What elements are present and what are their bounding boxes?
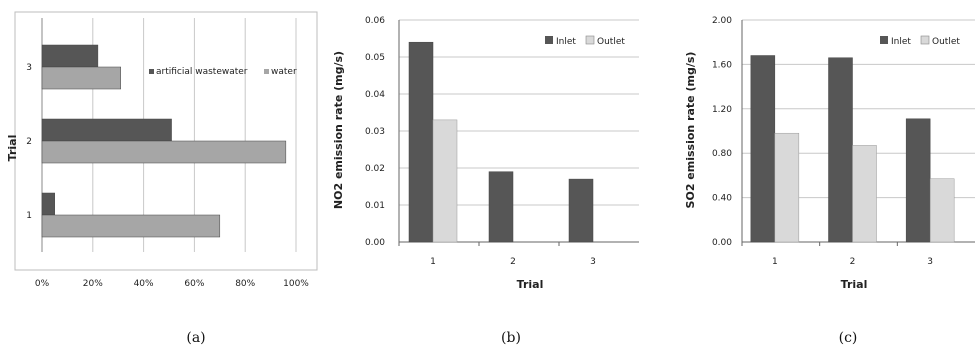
chart-c-x-tick-label: 3 [927, 257, 933, 267]
chart-c-y-tick-label: 2.00 [712, 16, 732, 26]
chart-a-bar [41, 214, 221, 238]
chart-b-y-ticks: 0.00 0.01 0.02 0.03 0.04 0.05 0.06 [365, 16, 385, 248]
chart-a-y-ticks: 1 2 3 [26, 63, 32, 221]
chart-c-bar [905, 118, 931, 243]
chart-b-x-ticks: 1 2 3 [430, 257, 596, 267]
chart-a-legend: artificial wastewater water [149, 67, 297, 77]
chart-c-x-tick-label: 1 [772, 257, 778, 267]
chart-b-bar [568, 178, 594, 243]
chart-b-bar [432, 119, 458, 243]
chart-c-y-tick-label: 0.80 [712, 149, 732, 159]
chart-a-bars [41, 44, 287, 238]
chart-a-caption: (a) [186, 330, 205, 346]
chart-a-x-tick-label: 60% [184, 279, 204, 289]
chart-c-bar [750, 55, 776, 243]
chart-a-legend-swatch-wastewater [149, 69, 154, 74]
chart-a-legend-swatch-water [264, 69, 269, 74]
chart-b-bar [408, 41, 434, 243]
chart-b-x-tick-label: 3 [590, 257, 596, 267]
chart-b-y-tick-label: 0.03 [365, 127, 385, 137]
chart-a-x-ticks: 0% 20% 40% 60% 80% 100% [35, 279, 309, 289]
chart-c-bar [929, 178, 955, 243]
chart-a-x-tick-label: 80% [235, 279, 255, 289]
chart-b-legend: Inlet Outlet [545, 35, 625, 47]
chart-c-bar [828, 57, 853, 243]
chart-a-bar [41, 118, 172, 142]
chart-c-x-ticks: 1 2 3 [772, 257, 933, 267]
chart-c-legend-label-outlet: Outlet [932, 37, 960, 47]
chart-c-legend-swatch-inlet [880, 36, 888, 44]
chart-a-y-tick-label: 3 [26, 63, 32, 73]
chart-c-legend-label-inlet: Inlet [891, 37, 911, 47]
chart-b-legend-swatch-outlet [585, 35, 595, 45]
chart-c: 0.00 0.40 0.80 1.20 1.60 2.00 1 2 3 SO2 emissio… [684, 16, 975, 346]
chart-c-y-tick-label: 0.40 [712, 194, 732, 204]
chart-b-y-tick-label: 0.02 [365, 164, 385, 174]
chart-b-x-axis-label: Trial [517, 278, 544, 291]
chart-b-y-tick-label: 0.06 [365, 16, 385, 26]
chart-a-bar [41, 140, 287, 164]
chart-b: 0.00 0.01 0.02 0.03 0.04 0.05 0.06 1 2 3 NO2 emi… [332, 16, 639, 346]
chart-c-caption: (c) [839, 330, 858, 346]
chart-a-y-tick-label: 1 [26, 211, 32, 221]
chart-c-y-tick-label: 1.20 [712, 105, 732, 115]
chart-c-legend-swatch-outlet [920, 35, 930, 45]
chart-b-bar [488, 171, 514, 243]
chart-c-legend: Inlet Outlet [880, 35, 960, 47]
chart-c-y-tick-label: 0.00 [712, 238, 732, 248]
chart-c-bars [750, 55, 955, 243]
chart-c-bar [774, 132, 800, 243]
chart-a: 0% 20% 40% 60% 80% 100% 1 2 3 Trial artificial … [6, 11, 318, 346]
chart-b-x-tick-label: 1 [430, 257, 436, 267]
chart-c-y-tick-label: 1.60 [712, 60, 732, 70]
chart-a-x-tick-label: 0% [35, 279, 50, 289]
chart-a-bar [41, 192, 55, 216]
chart-a-x-tick-label: 40% [134, 279, 154, 289]
chart-b-legend-label-outlet: Outlet [597, 37, 625, 47]
chart-c-x-tick-label: 2 [850, 257, 856, 267]
chart-a-y-axis-label: Trial [6, 135, 19, 162]
chart-c-x-axis-label: Trial [841, 278, 868, 291]
chart-b-y-tick-label: 0.05 [365, 53, 385, 63]
chart-b-y-axis-label: NO2 emission rate (mg/s) [332, 51, 345, 209]
chart-c-y-ticks: 0.00 0.40 0.80 1.20 1.60 2.00 [712, 16, 732, 248]
chart-b-legend-label-inlet: Inlet [556, 37, 576, 47]
chart-a-x-tick-label: 20% [83, 279, 103, 289]
chart-b-y-tick-label: 0.01 [365, 201, 385, 211]
chart-a-legend-label-wastewater: artificial wastewater [156, 67, 248, 77]
chart-b-x-tick-label: 2 [510, 257, 516, 267]
chart-b-caption: (b) [501, 330, 521, 346]
chart-b-legend-swatch-inlet [545, 36, 553, 44]
chart-a-bar [41, 66, 121, 90]
chart-c-bar [852, 145, 877, 243]
chart-b-y-tick-label: 0.04 [365, 90, 385, 100]
chart-a-y-tick-label: 2 [26, 137, 32, 147]
chart-a-legend-label-water: water [271, 67, 297, 77]
chart-b-y-tick-label: 0.00 [365, 238, 385, 248]
chart-a-bar [41, 44, 99, 68]
chart-b-bars [408, 41, 594, 243]
chart-c-y-axis-label: SO2 emission rate (mg/s) [684, 52, 697, 209]
chart-a-x-tick-label: 100% [283, 279, 309, 289]
